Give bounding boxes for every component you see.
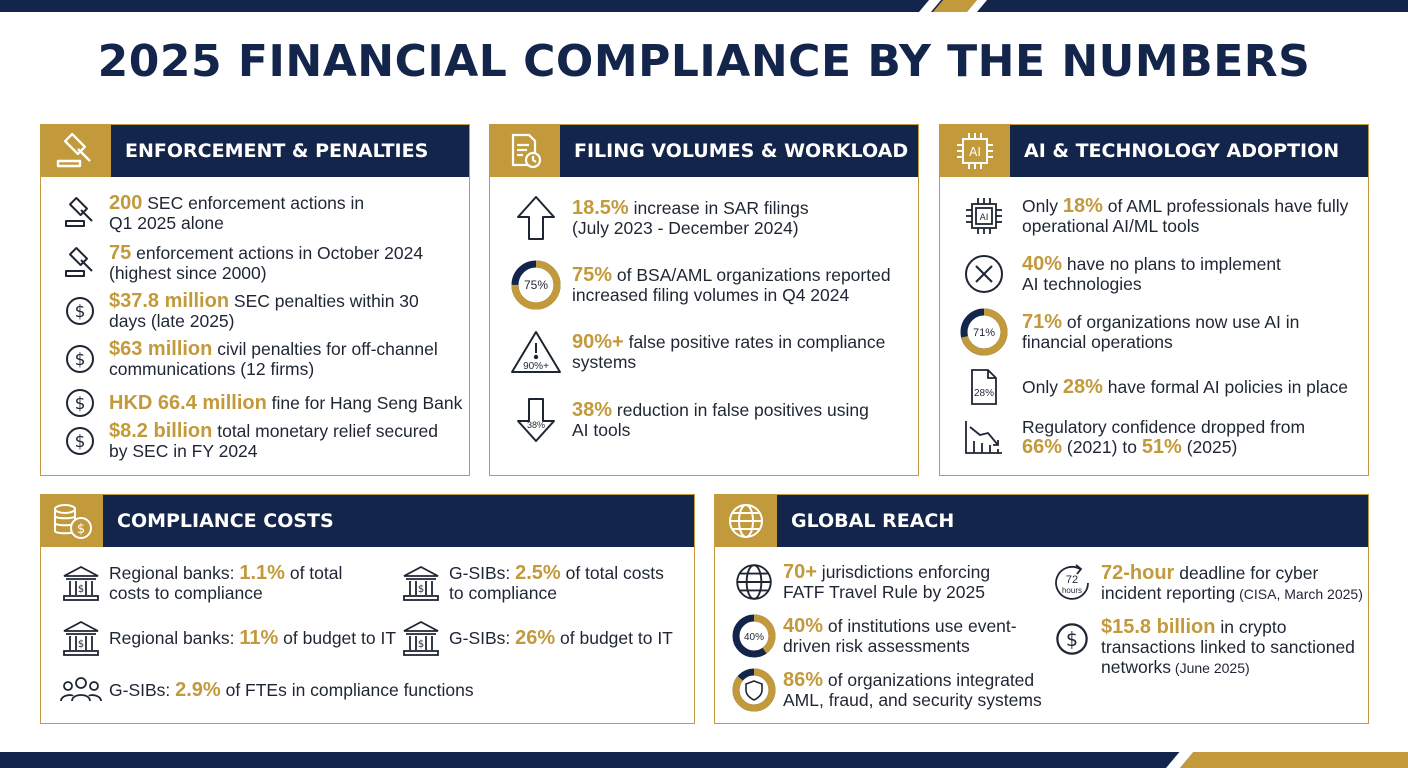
list-item: 90%+ 90%+ false positive rates in compli…	[508, 329, 885, 375]
bank-icon: $	[399, 619, 443, 657]
globe-icon	[729, 561, 779, 603]
list-item: 72 hours 72-hour deadline for cyber incide…	[1047, 561, 1363, 605]
panel-title: FILING VOLUMES & WORKLOAD	[574, 140, 909, 162]
list-item: $ G-SIBs: 2.5% of total costs to complian…	[399, 563, 664, 603]
list-item: $ $8.2 billion total monetary relief sec…	[59, 421, 438, 461]
panel-title: ENFORCEMENT & PENALTIES	[125, 140, 429, 162]
document-clock-icon	[490, 125, 560, 177]
svg-text:75%: 75%	[524, 278, 548, 292]
bottom-accent-bar	[0, 752, 1408, 768]
dollar-circle-icon: $	[59, 425, 101, 457]
svg-text:$: $	[78, 584, 84, 595]
list-item: $ HKD 66.4 million fine for Hang Seng Ba…	[59, 387, 462, 419]
coins-dollar-icon: $	[41, 495, 103, 547]
list-item: 28% Only 28% have formal AI policies in …	[958, 367, 1348, 407]
list-item: 86% of organizations integrated AML, frau…	[729, 667, 1042, 713]
svg-text:hours: hours	[1062, 586, 1082, 595]
list-item: 71% 71% of organizations now use AI in fi…	[958, 307, 1299, 357]
svg-text:AI: AI	[969, 145, 981, 159]
enforcement-panel: ENFORCEMENT & PENALTIES 200 SEC enforcem…	[40, 124, 470, 476]
svg-text:AI: AI	[980, 213, 989, 223]
globe-icon	[715, 495, 777, 547]
compliance-costs-panel: $ COMPLIANCE COSTS $ Regional banks: 1.1…	[40, 494, 695, 724]
gavel-icon	[59, 196, 101, 230]
svg-text:$: $	[418, 639, 424, 650]
list-item: 18.5% increase in SAR filings (July 2023 …	[508, 193, 809, 243]
svg-text:$: $	[77, 522, 85, 537]
panel-title: COMPLIANCE COSTS	[117, 510, 334, 532]
svg-text:72: 72	[1066, 574, 1078, 586]
global-reach-panel: GLOBAL REACH 70+ jurisdictions enforcing…	[714, 494, 1369, 724]
svg-text:38%: 38%	[527, 420, 545, 430]
shield-circle-icon	[729, 667, 779, 713]
arrow-up-icon	[508, 193, 564, 243]
list-item: 38% 38% reduction in false positives usi…	[508, 395, 869, 445]
donut-71-icon: 71%	[958, 307, 1010, 357]
svg-text:$: $	[75, 394, 86, 414]
gavel-icon	[59, 246, 101, 280]
list-item: $ $63 million civil penalties for off-ch…	[59, 339, 438, 379]
list-item: 40% have no plans to implement AI technol…	[958, 253, 1281, 295]
panel-header: GLOBAL REACH	[715, 495, 1368, 547]
declining-chart-icon	[958, 417, 1010, 457]
svg-text:$: $	[75, 432, 86, 452]
panel-header: $ COMPLIANCE COSTS	[41, 495, 694, 547]
svg-text:90%+: 90%+	[523, 361, 549, 372]
panel-header: FILING VOLUMES & WORKLOAD	[490, 125, 918, 177]
list-item: AI Only 18% of AML professionals have fu…	[958, 195, 1348, 237]
svg-text:$: $	[1066, 628, 1078, 651]
svg-text:40%: 40%	[744, 632, 764, 643]
svg-text:$: $	[75, 350, 86, 370]
ai-chip-icon: AI	[958, 195, 1010, 237]
dollar-circle-icon: $	[59, 387, 101, 419]
bank-icon: $	[399, 564, 443, 602]
donut-75-icon: 75%	[508, 259, 564, 311]
list-item: $ $37.8 million SEC penalties within 30 d…	[59, 291, 419, 331]
list-item: $ Regional banks: 11% of budget to IT	[59, 619, 396, 657]
arrow-down-icon: 38%	[508, 395, 564, 445]
list-item: 75 enforcement actions in October 2024 (h…	[59, 243, 423, 283]
list-item: Regulatory confidence dropped from 66% (2…	[958, 417, 1305, 457]
svg-text:28%: 28%	[974, 388, 994, 399]
svg-text:$: $	[418, 584, 424, 595]
svg-text:71%: 71%	[973, 327, 995, 339]
x-circle-icon	[958, 253, 1010, 295]
bank-icon: $	[59, 564, 103, 602]
gavel-icon	[41, 125, 111, 177]
people-icon	[59, 675, 103, 705]
ai-panel: AI AI & TECHNOLOGY ADOPTION AI Only 18% …	[939, 124, 1369, 476]
svg-text:$: $	[78, 639, 84, 650]
dollar-circle-icon: $	[1047, 621, 1097, 657]
list-item: $ Regional banks: 1.1% of total costs to …	[59, 563, 342, 603]
panel-title: AI & TECHNOLOGY ADOPTION	[1024, 140, 1340, 162]
page-title: 2025 FINANCIAL COMPLIANCE BY THE NUMBERS	[97, 36, 1311, 87]
list-item: G-SIBs: 2.9% of FTEs in compliance funct…	[59, 675, 474, 705]
list-item: 40% 40% of institutions use event-driven…	[729, 613, 1017, 659]
dollar-circle-icon: $	[59, 295, 101, 327]
ai-chip-icon: AI	[940, 125, 1010, 177]
clock-72-icon: 72 hours	[1047, 561, 1097, 605]
dollar-circle-icon: $	[59, 343, 101, 375]
panel-title: GLOBAL REACH	[791, 510, 955, 532]
filing-panel: FILING VOLUMES & WORKLOAD 18.5% increase…	[489, 124, 919, 476]
list-item: $ G-SIBs: 26% of budget to IT	[399, 619, 673, 657]
top-accent-bar	[0, 0, 1408, 12]
list-item: 75% 75% of BSA/AML organizations reporte…	[508, 259, 891, 311]
donut-40-icon: 40%	[729, 613, 779, 659]
list-item: 200 SEC enforcement actions in Q1 2025 al…	[59, 193, 364, 233]
warning-triangle-icon: 90%+	[508, 329, 564, 375]
list-item: $ $15.8 billion in crypto transactions li…	[1047, 617, 1355, 678]
bank-icon: $	[59, 619, 103, 657]
list-item: 70+ jurisdictions enforcing FATF Travel R…	[729, 561, 990, 603]
document-icon: 28%	[958, 367, 1010, 407]
panel-header: AI AI & TECHNOLOGY ADOPTION	[940, 125, 1368, 177]
panel-header: ENFORCEMENT & PENALTIES	[41, 125, 469, 177]
svg-text:$: $	[75, 302, 86, 322]
